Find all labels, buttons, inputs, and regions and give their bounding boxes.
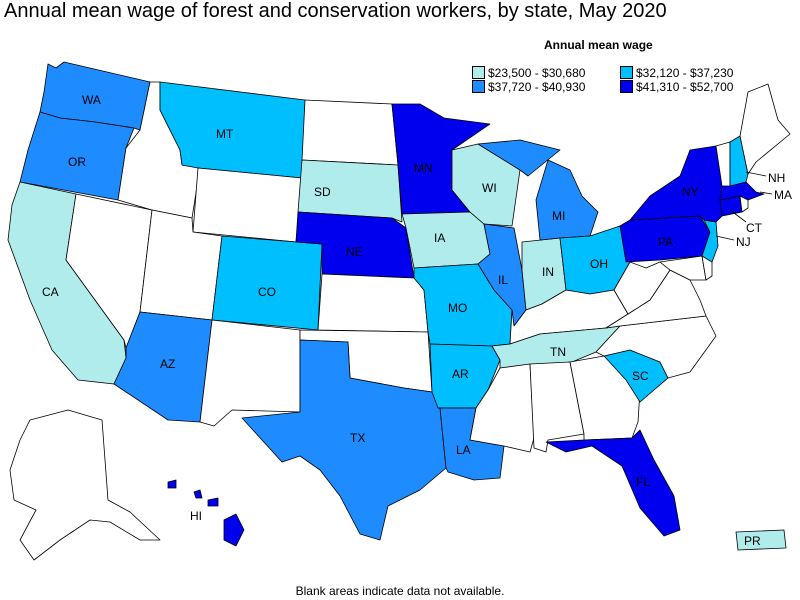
state-label-la: LA [456,443,471,457]
state-label-mo: MO [448,301,467,315]
state-co[interactable] [211,235,323,331]
legend-swatch [472,80,485,93]
state-label-az: AZ [160,357,175,371]
legend-swatch [472,66,485,79]
state-md[interactable] [659,255,707,281]
callout-line-nh [745,171,767,177]
state-label-hi: HI [190,509,202,523]
state-label-ct: CT [746,221,763,235]
state-label-mn: MN [414,161,433,175]
state-ks[interactable] [317,273,429,333]
legend-item-bin-3: $41,310 - $52,700 [620,80,733,94]
state-label-pa: PA [658,235,673,249]
state-label-co: CO [258,285,276,299]
state-label-ne: NE [346,245,363,259]
state-label-sd: SD [314,185,331,199]
map-title: Annual mean wage of forest and conservat… [4,0,667,22]
state-nh[interactable] [729,135,749,187]
state-wy[interactable] [192,167,303,243]
state-label-tx: TX [350,431,365,445]
state-tn[interactable] [491,325,621,369]
state-label-ny: NY [682,185,699,199]
legend-label: $32,120 - $37,230 [636,66,734,80]
state-fl[interactable] [545,429,681,537]
state-label-wi: WI [482,181,497,195]
legend-label: $23,500 - $30,680 [488,66,586,80]
state-label-mi: MI [552,209,565,223]
state-ia[interactable] [401,211,491,269]
callout-line-nj [715,235,735,241]
state-label-ar: AR [452,367,469,381]
legend-swatch [620,66,633,79]
legend-item-bin-0: $23,500 - $30,680 [472,66,585,80]
state-label-nh: NH [768,171,785,185]
legend-item-bin-1: $32,120 - $37,230 [620,66,733,80]
legend-label: $41,310 - $52,700 [636,80,734,94]
state-label-pr: PR [744,534,761,548]
state-label-oh: OH [590,257,608,271]
legend-title: Annual mean wage [544,38,653,52]
state-ma[interactable] [719,181,765,201]
state-ak[interactable] [9,409,161,561]
state-nm[interactable] [199,319,301,427]
state-tx[interactable] [241,339,447,541]
callout-line-ma [759,191,773,195]
state-label-fl: FL [636,475,650,489]
legend-label: $37,720 - $40,930 [488,80,586,94]
state-label-ca: CA [42,285,59,299]
state-label-ia: IA [434,231,445,245]
state-label-in: IN [542,265,554,279]
legend-swatch [620,80,633,93]
footnote: Blank areas indicate data not available. [295,584,505,598]
state-me[interactable] [739,83,791,175]
state-pr[interactable] [735,529,787,551]
state-hi[interactable] [167,479,245,547]
callout-line-ct [729,209,747,223]
state-label-tn: TN [550,345,566,359]
state-label-or: OR [68,155,86,169]
state-label-sc: SC [632,369,649,383]
state-label-ma: MA [774,188,792,202]
state-label-il: IL [498,273,508,287]
state-ny[interactable] [629,145,727,223]
state-label-mt: MT [216,127,234,141]
state-label-nj: NJ [736,235,751,249]
state-label-wa: WA [82,93,101,107]
state-nd[interactable] [301,99,399,166]
state-sd[interactable] [297,159,403,223]
legend-item-bin-2: $37,720 - $40,930 [472,80,585,94]
